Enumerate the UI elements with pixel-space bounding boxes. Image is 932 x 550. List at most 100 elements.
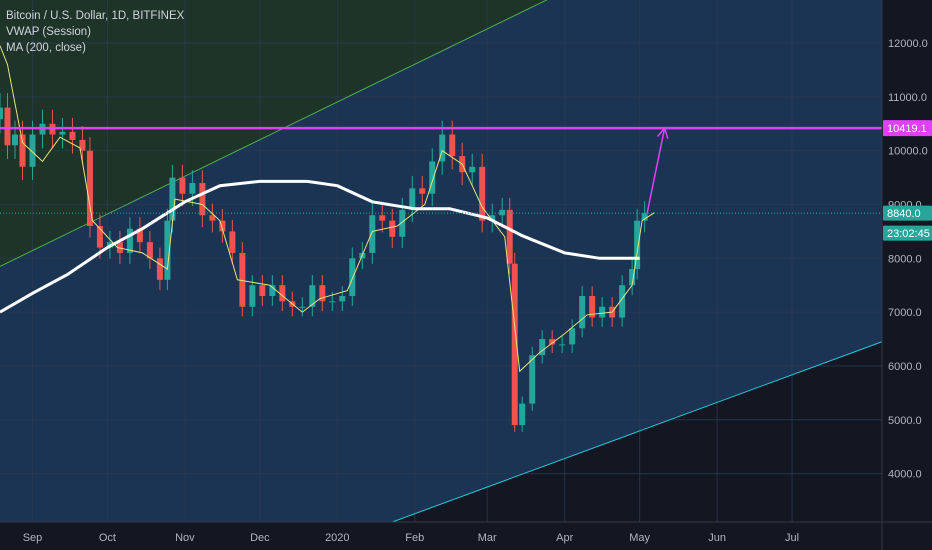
candle-bear — [219, 220, 226, 232]
candle-bull — [309, 285, 316, 307]
time-tick-label: Oct — [99, 532, 116, 544]
bar-countdown-tag-text: 23:02:45 — [887, 228, 930, 240]
price-tick-label: 7000.0 — [888, 307, 922, 319]
candle-bear — [79, 139, 86, 151]
price-tick-label: 10000.0 — [888, 146, 928, 158]
arrow-shaft — [646, 127, 666, 214]
candle-bull — [11, 134, 18, 146]
price-tick-label: 4000.0 — [888, 469, 922, 481]
candle-bear — [136, 228, 143, 243]
vwap-indicator-label[interactable]: VWAP (Session) — [6, 26, 91, 38]
candle-bull — [499, 209, 506, 216]
candle-bear — [19, 134, 26, 167]
candle-bull — [0, 107, 3, 120]
candle-bear — [69, 131, 76, 140]
last-price-tag-bg — [883, 205, 932, 221]
candle-bear — [419, 188, 426, 194]
candle-bull — [579, 295, 586, 329]
candle-bull — [529, 355, 536, 404]
candle-bear — [179, 177, 186, 194]
candle-bull — [439, 134, 446, 162]
candle-bear — [259, 285, 266, 296]
price-tick-label: 12000.0 — [888, 38, 928, 50]
price-tick-label: 11000.0 — [888, 92, 927, 104]
candle-bull — [641, 213, 648, 221]
channel-upper-line[interactable] — [0, 0, 790, 267]
time-tick-label: Apr — [556, 532, 573, 544]
candle-bear — [146, 242, 153, 259]
time-tick-label: Jul — [785, 532, 799, 544]
resistance-price-tag-text: 10419.1 — [887, 123, 927, 135]
time-tick-label: Mar — [478, 532, 497, 544]
time-tick-label: Sep — [23, 532, 43, 544]
candle-bull — [349, 258, 356, 296]
candle-bull — [634, 220, 641, 270]
candle-bull — [164, 220, 171, 280]
candle-bear — [279, 285, 286, 302]
candle-bull — [126, 228, 133, 253]
channel-lower-line[interactable] — [392, 341, 883, 523]
candle-bear — [239, 252, 246, 307]
symbol-title[interactable]: Bitcoin / U.S. Dollar, 1D, BITFINEX — [6, 10, 185, 22]
candle-bear — [479, 166, 486, 221]
upper-channel-zone — [0, 0, 882, 267]
candle-bull — [399, 209, 406, 237]
candle-bull — [59, 131, 66, 135]
candle-bear — [549, 339, 556, 345]
last-price-tag[interactable]: 8840.0 — [883, 205, 932, 221]
candle-bear — [96, 226, 103, 248]
candle-bull — [409, 188, 416, 210]
candle-bear — [506, 209, 513, 264]
ma-indicator-label[interactable]: MA (200, close) — [6, 42, 86, 54]
candle-bull — [519, 403, 526, 426]
candle-bull — [569, 328, 576, 345]
price-tick-label: 8000.0 — [888, 253, 922, 265]
candle-bull — [369, 215, 376, 253]
ma200-line — [0, 179, 640, 314]
time-tick-label: Nov — [175, 532, 195, 544]
candle-bear — [319, 285, 326, 302]
forecast-arrow[interactable] — [646, 126, 669, 214]
bar-countdown-tag-bg — [883, 225, 932, 241]
time-tick-label: 2020 — [325, 532, 349, 544]
candle-bear — [229, 231, 236, 253]
candle-bull — [299, 306, 306, 308]
candle-bull — [559, 344, 566, 346]
price-tick-label: 6000.0 — [888, 361, 922, 373]
time-axis[interactable]: Sep Oct Nov Dec 2020 Feb Mar Apr May Jun Jul — [23, 532, 799, 544]
candle-bear — [156, 258, 163, 280]
candle-bear — [511, 263, 518, 426]
price-tick-label: 5000.0 — [888, 415, 922, 427]
resistance-price-tag[interactable]: 10419.1 — [883, 120, 932, 137]
candle-bull — [339, 295, 346, 302]
candle-bear — [86, 150, 93, 227]
bar-countdown-tag[interactable]: 23:02:45 — [883, 225, 932, 241]
channel-zone — [0, 0, 882, 522]
candle-bull — [249, 285, 256, 307]
time-tick-label: Dec — [250, 532, 270, 544]
candle-bull — [469, 166, 476, 173]
last-price-tag-text: 8840.0 — [887, 208, 921, 220]
price-axis[interactable]: 4000.05000.06000.07000.08000.09000.01000… — [888, 38, 928, 481]
candle-bull — [269, 285, 276, 296]
candle-bull — [329, 301, 336, 303]
time-tick-label: May — [629, 532, 650, 544]
candle-bear — [199, 182, 206, 216]
time-tick-label: Feb — [405, 532, 424, 544]
candle-bull — [169, 177, 176, 221]
candle-bear — [4, 107, 11, 146]
chart-legend: Bitcoin / U.S. Dollar, 1D, BITFINEX VWAP… — [6, 8, 184, 56]
candle-bear — [209, 215, 216, 221]
candle-bull — [619, 285, 626, 318]
candle-bear — [389, 220, 396, 237]
candle-bear — [379, 215, 386, 221]
candle-bull — [539, 339, 546, 356]
resistance-price-tag-bg — [883, 120, 932, 137]
candle-bull — [29, 134, 36, 167]
candle-bear — [589, 295, 596, 318]
candle-bull — [599, 306, 606, 318]
vwap-line — [0, 45, 655, 373]
candle-bull — [429, 161, 436, 194]
candle-bull — [629, 269, 636, 286]
